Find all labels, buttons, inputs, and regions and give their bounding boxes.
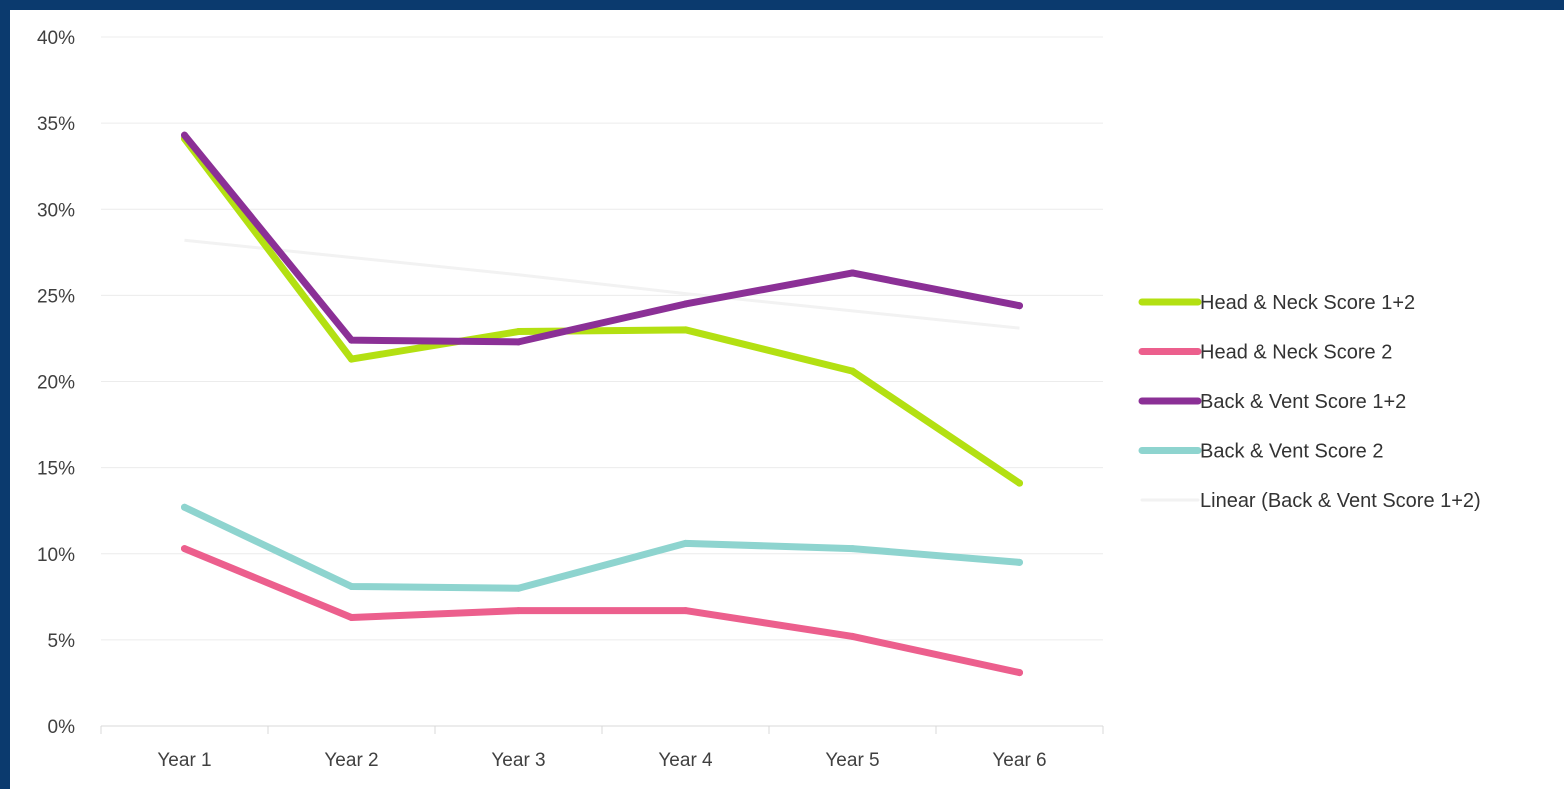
data-point <box>515 328 522 336</box>
data-point <box>515 607 522 615</box>
x-tick-label: Year 6 <box>992 750 1046 771</box>
x-tick-label: Year 4 <box>658 750 713 771</box>
data-point <box>1016 479 1023 487</box>
data-point <box>682 326 689 334</box>
data-point <box>515 584 522 592</box>
legend-label: Back & Vent Score 2 <box>1200 441 1383 463</box>
data-point <box>515 338 522 346</box>
line-chart: 0%5%10%15%20%25%30%35%40% Year 1 Year 2 Ye… <box>37 28 1481 771</box>
trendline-layer <box>184 238 1020 330</box>
y-tick-label: 5% <box>48 631 76 652</box>
x-tick-label: Year 3 <box>491 750 545 771</box>
legend-label: Linear (Back & Vent Score 1+2) <box>1200 490 1481 512</box>
series-line-1 <box>181 135 1023 487</box>
y-tick-label: 40% <box>37 28 75 49</box>
chart-frame: 0% 5% 10% 15% 20% 25% 30% 35% 40% Year 1 Year 2 Ye… <box>10 10 1564 789</box>
y-tick-label: 25% <box>37 286 75 307</box>
data-point <box>181 131 188 139</box>
x-tick-label: Year 2 <box>324 750 378 771</box>
x-tick-label: Year 5 <box>825 750 879 771</box>
data-point <box>849 367 856 375</box>
data-point <box>682 539 689 547</box>
data-point <box>181 545 188 553</box>
series-line-2 <box>181 545 1023 677</box>
series-line-3 <box>181 131 1023 346</box>
data-point <box>348 582 355 590</box>
legend-label: Back & Vent Score 1+2 <box>1200 391 1406 413</box>
y-tick-label: 30% <box>37 200 75 221</box>
data-point <box>181 503 188 511</box>
x-tick-label: Year 1 <box>157 750 211 771</box>
legend-label: Head & Neck Score 1+2 <box>1200 292 1415 314</box>
x-axis-tick-labels: Year 1 Year 2 Year 3 Year 4 Year 5 Year 6 <box>100 726 1104 771</box>
data-point <box>1016 302 1023 310</box>
data-point <box>849 632 856 640</box>
data-point <box>682 300 689 308</box>
series-line-4 <box>181 503 1023 592</box>
y-tick-label: 0% <box>48 717 76 738</box>
y-tick-label: 10% <box>37 545 75 566</box>
data-point <box>1016 669 1023 677</box>
data-point <box>348 355 355 363</box>
series-layer <box>181 131 1023 677</box>
y-tick-label: 15% <box>37 459 75 480</box>
y-axis-tick-labels: 0% 5% 10% 15% 20% 25% 30% 35% 40% <box>37 28 75 738</box>
data-point <box>348 336 355 344</box>
data-point <box>682 607 689 615</box>
trendline-back-vent-linear <box>184 238 1020 330</box>
data-point <box>1016 558 1023 566</box>
legend: Head & Neck Score 1+2 Head & Neck Score 2… <box>1138 292 1481 512</box>
gridlines <box>101 36 1103 727</box>
y-tick-label: 35% <box>37 114 75 135</box>
data-point <box>849 545 856 553</box>
y-tick-label: 20% <box>37 373 75 394</box>
data-point <box>348 613 355 621</box>
legend-label: Head & Neck Score 2 <box>1200 342 1392 364</box>
data-point <box>849 269 856 277</box>
